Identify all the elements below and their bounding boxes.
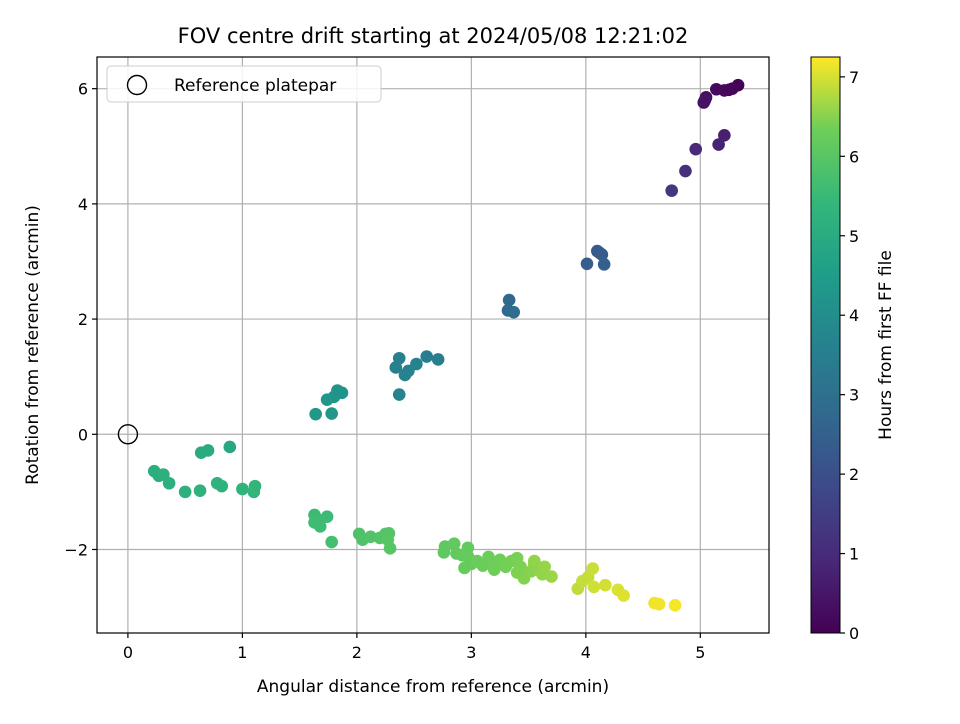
data-point <box>162 476 176 490</box>
x-axis-label: Angular distance from reference (arcmin) <box>257 677 609 697</box>
data-point <box>587 580 601 594</box>
y-tick-label: −2 <box>64 540 88 559</box>
data-point <box>718 129 731 142</box>
data-point <box>402 364 415 378</box>
data-point <box>528 554 541 568</box>
data-point <box>668 599 682 612</box>
legend-marker-icon <box>126 74 148 96</box>
y-tick-label: 4 <box>78 195 88 214</box>
legend: Reference platepar <box>106 65 382 103</box>
colorbar-tick-label: 4 <box>849 306 859 325</box>
data-point <box>538 560 551 574</box>
data-point <box>193 484 207 498</box>
reference-marker <box>117 424 139 445</box>
data-point <box>447 537 461 551</box>
data-point <box>665 184 678 197</box>
data-point <box>712 138 725 151</box>
data-point <box>320 393 334 407</box>
data-point <box>710 82 723 96</box>
data-point <box>420 350 434 363</box>
data-point <box>392 388 406 401</box>
x-tick-label: 5 <box>695 643 705 662</box>
data-point <box>652 597 666 611</box>
grid-lines <box>97 57 769 633</box>
data-point <box>215 479 229 493</box>
data-point <box>595 248 609 261</box>
data-point <box>389 361 403 374</box>
colorbar-label: Hours from first FF file <box>876 250 896 440</box>
colorbar-tick-label: 7 <box>849 68 859 87</box>
data-point <box>178 485 192 499</box>
data-point <box>580 257 594 271</box>
data-point <box>586 562 600 575</box>
data-point <box>545 570 558 583</box>
data-point <box>598 578 612 592</box>
data-point <box>698 93 712 107</box>
plot-frame <box>96 56 770 634</box>
data-point <box>617 589 630 602</box>
data-point <box>461 541 475 555</box>
data-point <box>502 293 516 307</box>
legend-label: Reference platepar <box>174 76 336 96</box>
data-point <box>364 530 377 544</box>
x-tick-label: 0 <box>123 643 133 662</box>
data-point <box>325 407 338 420</box>
data-point <box>679 164 692 178</box>
x-tick-label: 1 <box>237 643 247 662</box>
chart-title: FOV centre drift starting at 2024/05/08 … <box>178 24 689 48</box>
data-point <box>325 535 338 549</box>
data-point <box>223 440 237 454</box>
data-point <box>597 258 611 271</box>
data-point <box>236 482 249 496</box>
y-tick-label: 6 <box>78 80 88 99</box>
x-tick-label: 3 <box>466 643 476 662</box>
colorbar-tick-label: 6 <box>849 147 859 166</box>
data-point <box>247 485 261 499</box>
data-point <box>309 407 322 421</box>
colorbar-tick-label: 5 <box>849 227 859 246</box>
data-point <box>194 446 208 460</box>
y-axis-label: Rotation from reference (arcmin) <box>23 205 43 485</box>
colorbar <box>810 56 841 634</box>
data-point <box>437 546 451 559</box>
colorbar-tick-label: 3 <box>849 386 859 405</box>
x-tick-label: 4 <box>581 643 591 662</box>
data-point <box>507 305 521 319</box>
reference-platepar-point <box>117 424 139 445</box>
data-point <box>383 542 397 555</box>
data-points <box>147 78 745 612</box>
colorbar-ticks: 0 1 2 3 4 5 6 7 <box>840 68 859 643</box>
data-point <box>311 513 325 526</box>
legend-box <box>106 65 382 103</box>
colorbar-tick-label: 2 <box>849 465 859 484</box>
y-axis-ticks: −2 0 2 4 6 <box>64 80 97 559</box>
colorbar-tick-label: 0 <box>849 624 859 643</box>
x-axis-ticks: 0 1 2 3 4 5 <box>123 633 705 662</box>
data-point <box>487 563 501 576</box>
colorbar-tick-label: 1 <box>849 545 859 564</box>
y-tick-label: 2 <box>78 310 88 329</box>
x-tick-label: 2 <box>352 643 362 662</box>
data-point <box>689 142 703 156</box>
data-point <box>431 353 445 366</box>
y-tick-label: 0 <box>78 425 88 444</box>
